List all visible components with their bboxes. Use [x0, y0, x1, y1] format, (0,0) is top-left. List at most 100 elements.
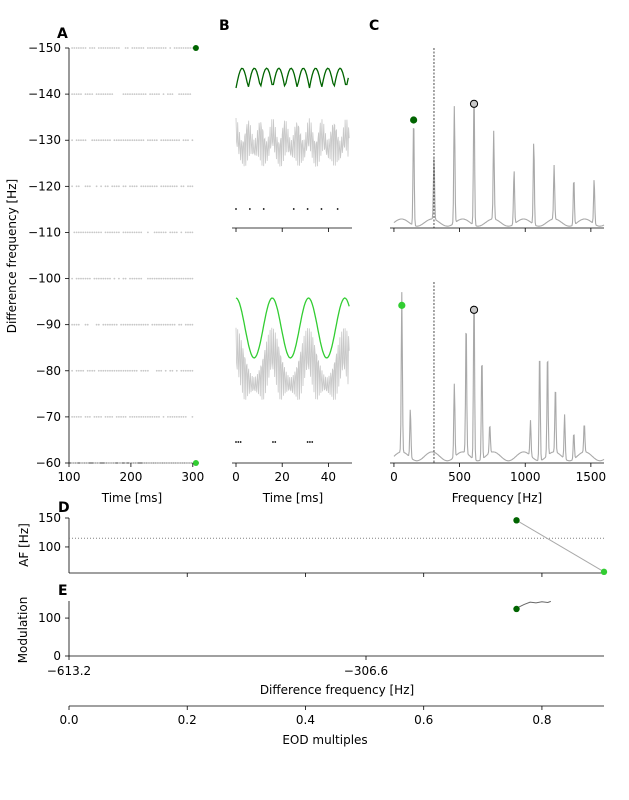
- spike-dot: [91, 231, 94, 234]
- spike-dot: [187, 47, 189, 49]
- spike-dot: [162, 416, 165, 418]
- spike-dot: [113, 462, 116, 464]
- spike-dot: [124, 139, 127, 142]
- spike-dot: [104, 462, 107, 464]
- spike-dot: [135, 139, 138, 142]
- spike-dot: [135, 277, 138, 280]
- spike-dot: [80, 139, 82, 142]
- panel-d-y-label: AF [Hz]: [17, 523, 31, 567]
- panel-e-content: [513, 600, 551, 613]
- panel-letter-b: B: [219, 18, 230, 34]
- spike-dot: [138, 47, 140, 49]
- spike-dot: [82, 462, 85, 464]
- spike-dot: [120, 139, 122, 142]
- spike-dot: [142, 323, 145, 326]
- spike-dot: [171, 462, 174, 464]
- y-tick-label: −140: [28, 87, 61, 101]
- spike-tick: [320, 208, 323, 210]
- spike-dot: [149, 185, 152, 188]
- spike-dot: [180, 231, 183, 234]
- spike-dot: [155, 231, 158, 234]
- spike-dot: [84, 93, 87, 95]
- marker-top: [192, 45, 199, 51]
- spike-dot: [173, 462, 176, 464]
- spike-dot: [131, 462, 134, 464]
- y-tick-label: −70: [36, 410, 61, 424]
- spike-dot: [75, 323, 78, 326]
- panel-c-top-spectrum: [393, 48, 605, 228]
- spike-dot: [149, 47, 152, 49]
- spike-dot: [173, 185, 176, 188]
- x-tick-label: −613.2: [47, 664, 91, 678]
- panel-letter-d: D: [58, 500, 70, 516]
- spike-dot: [138, 416, 140, 418]
- spike-dot: [129, 93, 131, 95]
- spike-dot: [164, 47, 167, 49]
- spike-dot: [100, 185, 102, 188]
- spike-dot: [133, 185, 136, 188]
- y-tick-label: −110: [28, 225, 61, 239]
- spike-dot: [97, 139, 100, 142]
- spike-dot: [140, 231, 143, 234]
- spike-dot: [167, 93, 169, 95]
- spike-dot: [182, 369, 185, 372]
- spike-dot: [187, 93, 189, 95]
- spike-dot: [84, 277, 87, 280]
- peak-marker: [469, 99, 479, 108]
- spike-dot: [133, 369, 136, 372]
- spike-dot: [124, 369, 127, 372]
- spike-dot: [111, 462, 114, 464]
- spike-dot: [147, 185, 149, 188]
- spike-dot: [180, 369, 183, 372]
- spike-dot: [133, 323, 136, 326]
- spike-dot: [129, 231, 131, 234]
- spike-dot: [97, 47, 100, 49]
- panel-d-content: [69, 517, 608, 576]
- spike-dot: [158, 93, 160, 95]
- spike-dot: [160, 47, 163, 49]
- spike-dot: [184, 277, 187, 280]
- spike-dot: [151, 277, 154, 280]
- panel-e-x-label: Difference frequency [Hz]: [260, 683, 414, 697]
- spike-dot: [164, 369, 167, 372]
- spike-dot: [106, 47, 109, 49]
- spike-dot: [175, 47, 178, 49]
- spike-dot: [124, 323, 127, 326]
- spike-dot: [115, 185, 118, 188]
- spike-dot: [97, 416, 100, 418]
- x-tick-label: 0.0: [59, 713, 78, 727]
- spike-dot: [160, 231, 163, 234]
- spike-dot: [104, 93, 107, 95]
- spike-dot: [77, 93, 80, 95]
- peak-marker: [469, 305, 479, 314]
- spike-dot: [124, 93, 127, 95]
- spike-dot: [135, 231, 138, 234]
- spike-dot: [173, 416, 176, 418]
- spike-tick: [239, 441, 242, 443]
- spike-dot: [180, 416, 183, 418]
- spike-dot: [189, 93, 192, 95]
- spike-dot: [102, 47, 105, 49]
- spike-dot: [84, 323, 87, 326]
- spike-dot: [131, 139, 134, 142]
- spike-dot: [100, 231, 102, 234]
- spike-dot: [89, 277, 91, 280]
- spike-dot: [140, 139, 143, 142]
- spike-dot: [167, 277, 169, 280]
- spike-dot: [142, 185, 145, 188]
- spike-dot: [100, 416, 102, 418]
- spike-dot: [162, 231, 165, 234]
- spike-dot: [151, 139, 154, 142]
- spike-dot: [75, 369, 78, 372]
- spike-dot: [162, 185, 165, 188]
- spike-dot: [124, 231, 127, 234]
- spike-dot: [149, 277, 152, 280]
- spike-dot: [171, 139, 174, 142]
- spike-dot: [104, 277, 107, 280]
- spike-dot: [155, 47, 158, 49]
- spike-dot: [153, 323, 156, 326]
- spike-dot: [126, 231, 129, 234]
- spike-dot: [184, 369, 187, 372]
- spike-dot: [75, 47, 78, 49]
- panel-c-x-ticks: 0 500 1000 1500: [390, 228, 606, 484]
